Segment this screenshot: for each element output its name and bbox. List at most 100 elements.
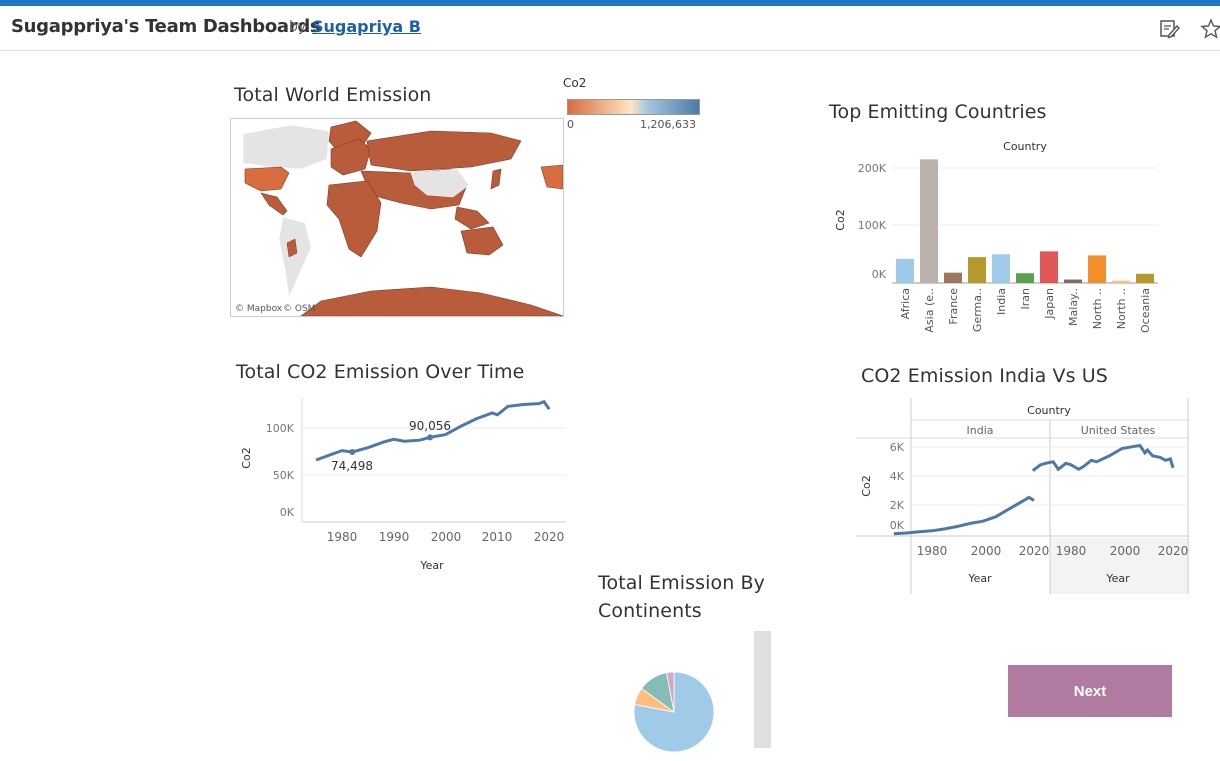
line-chart-title: Total CO2 Emission Over Time	[236, 361, 525, 383]
line-chart-label-a: 74,498	[331, 459, 373, 473]
panel-label-us: United States	[1081, 424, 1156, 437]
bar-7[interactable]	[1064, 279, 1082, 283]
india-us-ytick-2k: 2K	[890, 499, 905, 512]
bar-10[interactable]	[1136, 273, 1154, 283]
map-color-legend	[567, 99, 700, 115]
map-region-east-edge	[540, 164, 563, 190]
map-region-africa	[326, 180, 382, 258]
map-legend-min: 0	[567, 118, 574, 131]
bar-label-4: India	[995, 288, 1008, 315]
line-chart-xtick-2000: 2000	[431, 530, 462, 544]
bar-chart-header: Country	[1003, 140, 1047, 153]
bar-9[interactable]	[1112, 280, 1130, 283]
dashboard-title: Sugappriya's Team Dashboards	[11, 16, 321, 37]
bar-label-0: Africa	[899, 288, 912, 319]
bar-chart-ytick-200k: 200K	[858, 162, 887, 175]
india-xlabel: Year	[967, 572, 992, 585]
bar-4[interactable]	[992, 254, 1010, 283]
line-chart-label-b: 90,056	[409, 419, 451, 433]
map-region-europe	[330, 138, 372, 176]
world-map[interactable]: © Mapbox © OSM	[230, 118, 564, 317]
map-region-antarctica	[300, 286, 563, 316]
india-us-ylabel: Co2	[860, 475, 873, 496]
map-attribution-mapbox[interactable]: © Mapbox	[235, 304, 283, 314]
bar-chart-ytick-0k: 0K	[872, 268, 887, 281]
map-region-australia	[460, 226, 504, 256]
india-us-ytick-4k: 4K	[890, 470, 905, 483]
byline-label: by	[289, 19, 307, 35]
next-button[interactable]: Next	[1008, 665, 1172, 717]
map-region-usa	[244, 166, 290, 192]
bar-label-7: Malay..	[1067, 288, 1080, 326]
bar-label-3: Germa..	[971, 288, 984, 332]
bar-label-10: Oceania	[1139, 288, 1152, 333]
line-chart-xtick-1980: 1980	[327, 530, 358, 544]
line-chart-xlabel: Year	[419, 559, 444, 572]
pie-chart-title: Total Emission By Continents	[598, 569, 765, 625]
map-region-china	[410, 168, 470, 198]
us-xtick-2020: 2020	[1158, 544, 1189, 558]
india-us-ytick-6k: 6K	[890, 441, 905, 454]
map-region-canada	[242, 124, 330, 170]
line-chart-ylabel: Co2	[240, 447, 253, 468]
line-chart-point-b	[427, 434, 434, 441]
line-chart[interactable]: Co2 100K 50K 0K 1980 1990 2000 2010 2020…	[236, 398, 576, 578]
map-region-central-america	[260, 192, 288, 216]
bar-label-8: North ..	[1091, 288, 1104, 329]
bar-chart-title: Top Emitting Countries	[829, 101, 1047, 123]
bar-chart-ylabel: Co2	[834, 209, 847, 230]
pie-chart[interactable]	[628, 664, 724, 760]
us-xlabel: Year	[1105, 572, 1130, 585]
bar-0[interactable]	[896, 258, 914, 283]
us-xaxis-highlight	[1050, 538, 1189, 594]
map-attribution-osm[interactable]: © OSM	[283, 304, 316, 314]
map-legend-title: Co2	[563, 76, 587, 90]
india-us-title: CO2 Emission India Vs US	[861, 365, 1108, 387]
bar-label-5: Iran	[1019, 288, 1032, 310]
india-xtick-1980: 1980	[917, 544, 948, 558]
panel-label-india: India	[967, 424, 994, 437]
bar-chart-ytick-100k: 100K	[858, 219, 887, 232]
pie-title-line2: Continents	[598, 600, 702, 622]
top-accent-bar	[0, 0, 1220, 6]
pie-scrollbar[interactable]	[754, 631, 771, 748]
line-chart-ytick-100k: 100K	[266, 422, 295, 435]
map-region-south-america	[278, 216, 312, 298]
india-xtick-2020: 2020	[1019, 544, 1050, 558]
bar-3[interactable]	[968, 257, 986, 283]
dashboard-header: Sugappriya's Team Dashboards by Sugapriy…	[0, 6, 1220, 51]
map-region-sa-country	[286, 238, 298, 258]
bar-chart[interactable]: Country Co2 200K 100K 0K Africa Asia (e..…	[828, 132, 1168, 337]
line-chart-ytick-0k: 0K	[280, 506, 295, 519]
india-xtick-2000: 2000	[971, 544, 1002, 558]
pie-slice-3[interactable]	[666, 671, 675, 713]
bar-label-9: North ..	[1115, 288, 1128, 329]
bar-2[interactable]	[944, 272, 962, 283]
author-link[interactable]: Sugapriya B	[312, 17, 421, 36]
bar-label-2: France	[947, 288, 960, 325]
us-series-line	[1031, 443, 1175, 472]
bar-1[interactable]	[920, 159, 938, 283]
bar-label-6: Japan	[1043, 288, 1056, 320]
edit-icon[interactable]	[1158, 18, 1180, 40]
bar-6[interactable]	[1040, 251, 1058, 283]
bar-5[interactable]	[1016, 273, 1034, 283]
bar-label-1: Asia (e..	[923, 288, 936, 333]
line-chart-xtick-2010: 2010	[482, 530, 513, 544]
map-region-se-asia	[454, 206, 490, 230]
india-us-ytick-0k: 0K	[890, 519, 905, 532]
us-xtick-2000: 2000	[1110, 544, 1141, 558]
map-title: Total World Emission	[234, 84, 432, 106]
line-chart-xtick-2020: 2020	[534, 530, 565, 544]
star-icon[interactable]	[1200, 18, 1220, 40]
pie-title-line1: Total Emission By	[598, 572, 765, 594]
india-us-chart[interactable]: Country India United States Co2 6K 4K 2K…	[856, 398, 1190, 594]
bar-8[interactable]	[1088, 255, 1106, 283]
line-chart-ytick-50k: 50K	[273, 469, 295, 482]
map-legend-max: 1,206,633	[640, 118, 696, 131]
line-chart-xtick-1990: 1990	[379, 530, 410, 544]
india-us-header: Country	[1027, 404, 1071, 417]
india-series-line	[893, 495, 1035, 536]
map-region-japan	[490, 168, 502, 190]
map-region-russia	[366, 130, 522, 172]
